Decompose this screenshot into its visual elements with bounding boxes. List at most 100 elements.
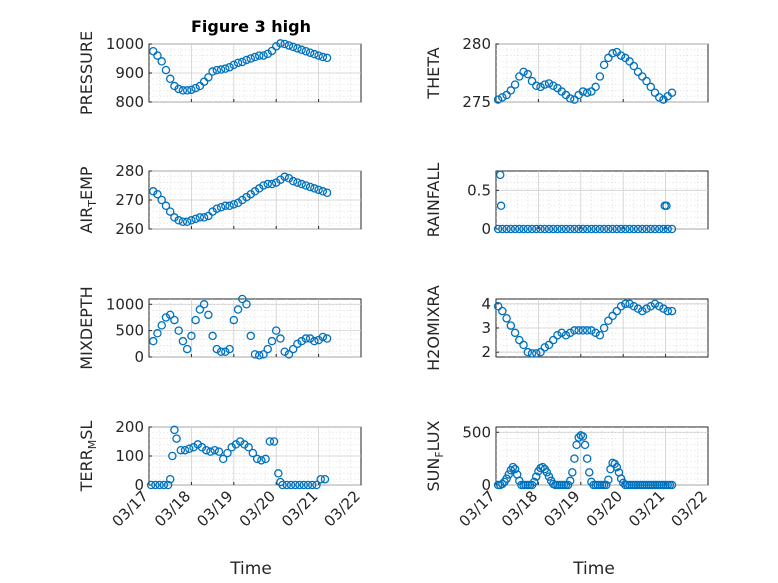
data-point xyxy=(199,213,209,222)
data-point xyxy=(638,306,647,316)
x-axis-label-right: Time xyxy=(572,559,615,579)
data-point xyxy=(527,76,537,86)
data-point xyxy=(633,224,643,234)
data-point xyxy=(301,334,311,343)
data-point xyxy=(582,326,592,335)
data-point xyxy=(498,306,507,316)
data-point xyxy=(538,462,547,472)
data-point xyxy=(227,443,236,452)
data-point xyxy=(574,433,583,442)
data-point xyxy=(165,310,175,320)
data-point xyxy=(563,480,573,490)
y-tick-label: 800 xyxy=(115,93,144,111)
data-point xyxy=(493,95,503,104)
data-point xyxy=(174,84,183,94)
x-tick-label: 03/19 xyxy=(540,487,583,530)
data-point xyxy=(280,172,289,182)
data-point xyxy=(293,178,302,187)
data-point xyxy=(493,301,503,311)
data-point xyxy=(519,67,528,77)
data-point xyxy=(318,187,328,196)
data-point xyxy=(291,480,300,490)
data-point xyxy=(174,216,183,225)
y-tick-label: 0 xyxy=(134,476,144,494)
data-point xyxy=(604,53,613,63)
data-point xyxy=(540,224,550,234)
panel-mixdepth: 0 500 1000 MIXDEPTH xyxy=(77,286,362,370)
data-point xyxy=(161,65,171,75)
data-point xyxy=(204,73,213,82)
data-point xyxy=(212,65,222,75)
data-point xyxy=(286,480,296,490)
data-point xyxy=(612,462,622,472)
y-tick-label: 270 xyxy=(115,191,144,209)
y-tick-label: 275 xyxy=(462,93,491,111)
data-point xyxy=(148,187,158,196)
data-point xyxy=(276,334,285,343)
data-point xyxy=(191,214,200,224)
data-point xyxy=(197,443,207,452)
data-point xyxy=(303,480,313,490)
y-axis-label: SUNFLUX xyxy=(424,420,446,491)
data-point xyxy=(557,328,566,338)
data-point xyxy=(301,181,311,190)
data-point xyxy=(233,305,243,314)
data-point xyxy=(580,440,590,450)
data-point xyxy=(163,480,173,490)
data-point xyxy=(544,224,554,234)
data-point xyxy=(276,175,285,184)
data-point xyxy=(170,213,179,222)
data-point xyxy=(204,211,213,221)
data-point xyxy=(216,65,226,74)
data-point xyxy=(153,51,162,60)
data-point xyxy=(322,334,332,343)
data-point xyxy=(633,67,643,77)
data-point xyxy=(638,224,647,234)
data-point xyxy=(259,51,268,60)
data-point xyxy=(165,207,175,216)
data-point xyxy=(621,224,630,234)
x-tick-label: 03/18 xyxy=(151,487,194,530)
data-point xyxy=(523,224,533,234)
x-tick-label: 03/20 xyxy=(583,487,626,530)
panel-rainfall: 0 0.5 RAINFALL xyxy=(424,163,709,238)
data-point xyxy=(293,339,302,349)
y-tick-label: 280 xyxy=(462,35,491,53)
data-point xyxy=(242,55,251,65)
data-point xyxy=(159,480,169,490)
data-point xyxy=(568,468,577,477)
data-point xyxy=(274,469,283,478)
data-point xyxy=(318,332,328,342)
data-point xyxy=(301,47,311,56)
data-point xyxy=(229,60,239,70)
data-point xyxy=(280,347,289,356)
data-point xyxy=(305,48,315,57)
data-point xyxy=(663,306,672,316)
y-tick-label: 260 xyxy=(115,220,144,238)
data-point xyxy=(495,170,505,180)
data-point xyxy=(250,187,260,196)
x-tick-label: 03/20 xyxy=(236,487,279,530)
data-point xyxy=(182,217,192,226)
data-point xyxy=(642,76,651,86)
data-point xyxy=(629,61,639,71)
data-point xyxy=(318,52,328,62)
data-point xyxy=(565,224,575,234)
x-tick-label: 03/21 xyxy=(278,487,321,530)
data-point xyxy=(276,39,285,48)
y-tick-label: 900 xyxy=(115,64,144,82)
data-point xyxy=(540,343,550,352)
data-point xyxy=(310,49,319,59)
data-point xyxy=(214,447,224,456)
x-tick-label: 03/17 xyxy=(109,487,152,530)
data-point xyxy=(271,326,281,335)
data-point xyxy=(254,184,264,193)
data-point xyxy=(267,179,277,189)
data-point xyxy=(148,336,158,346)
data-point xyxy=(176,445,186,455)
y-tick-label: 3 xyxy=(481,319,491,337)
data-point xyxy=(548,224,558,234)
data-point xyxy=(297,336,306,346)
data-point xyxy=(616,301,626,311)
data-point xyxy=(305,182,315,192)
